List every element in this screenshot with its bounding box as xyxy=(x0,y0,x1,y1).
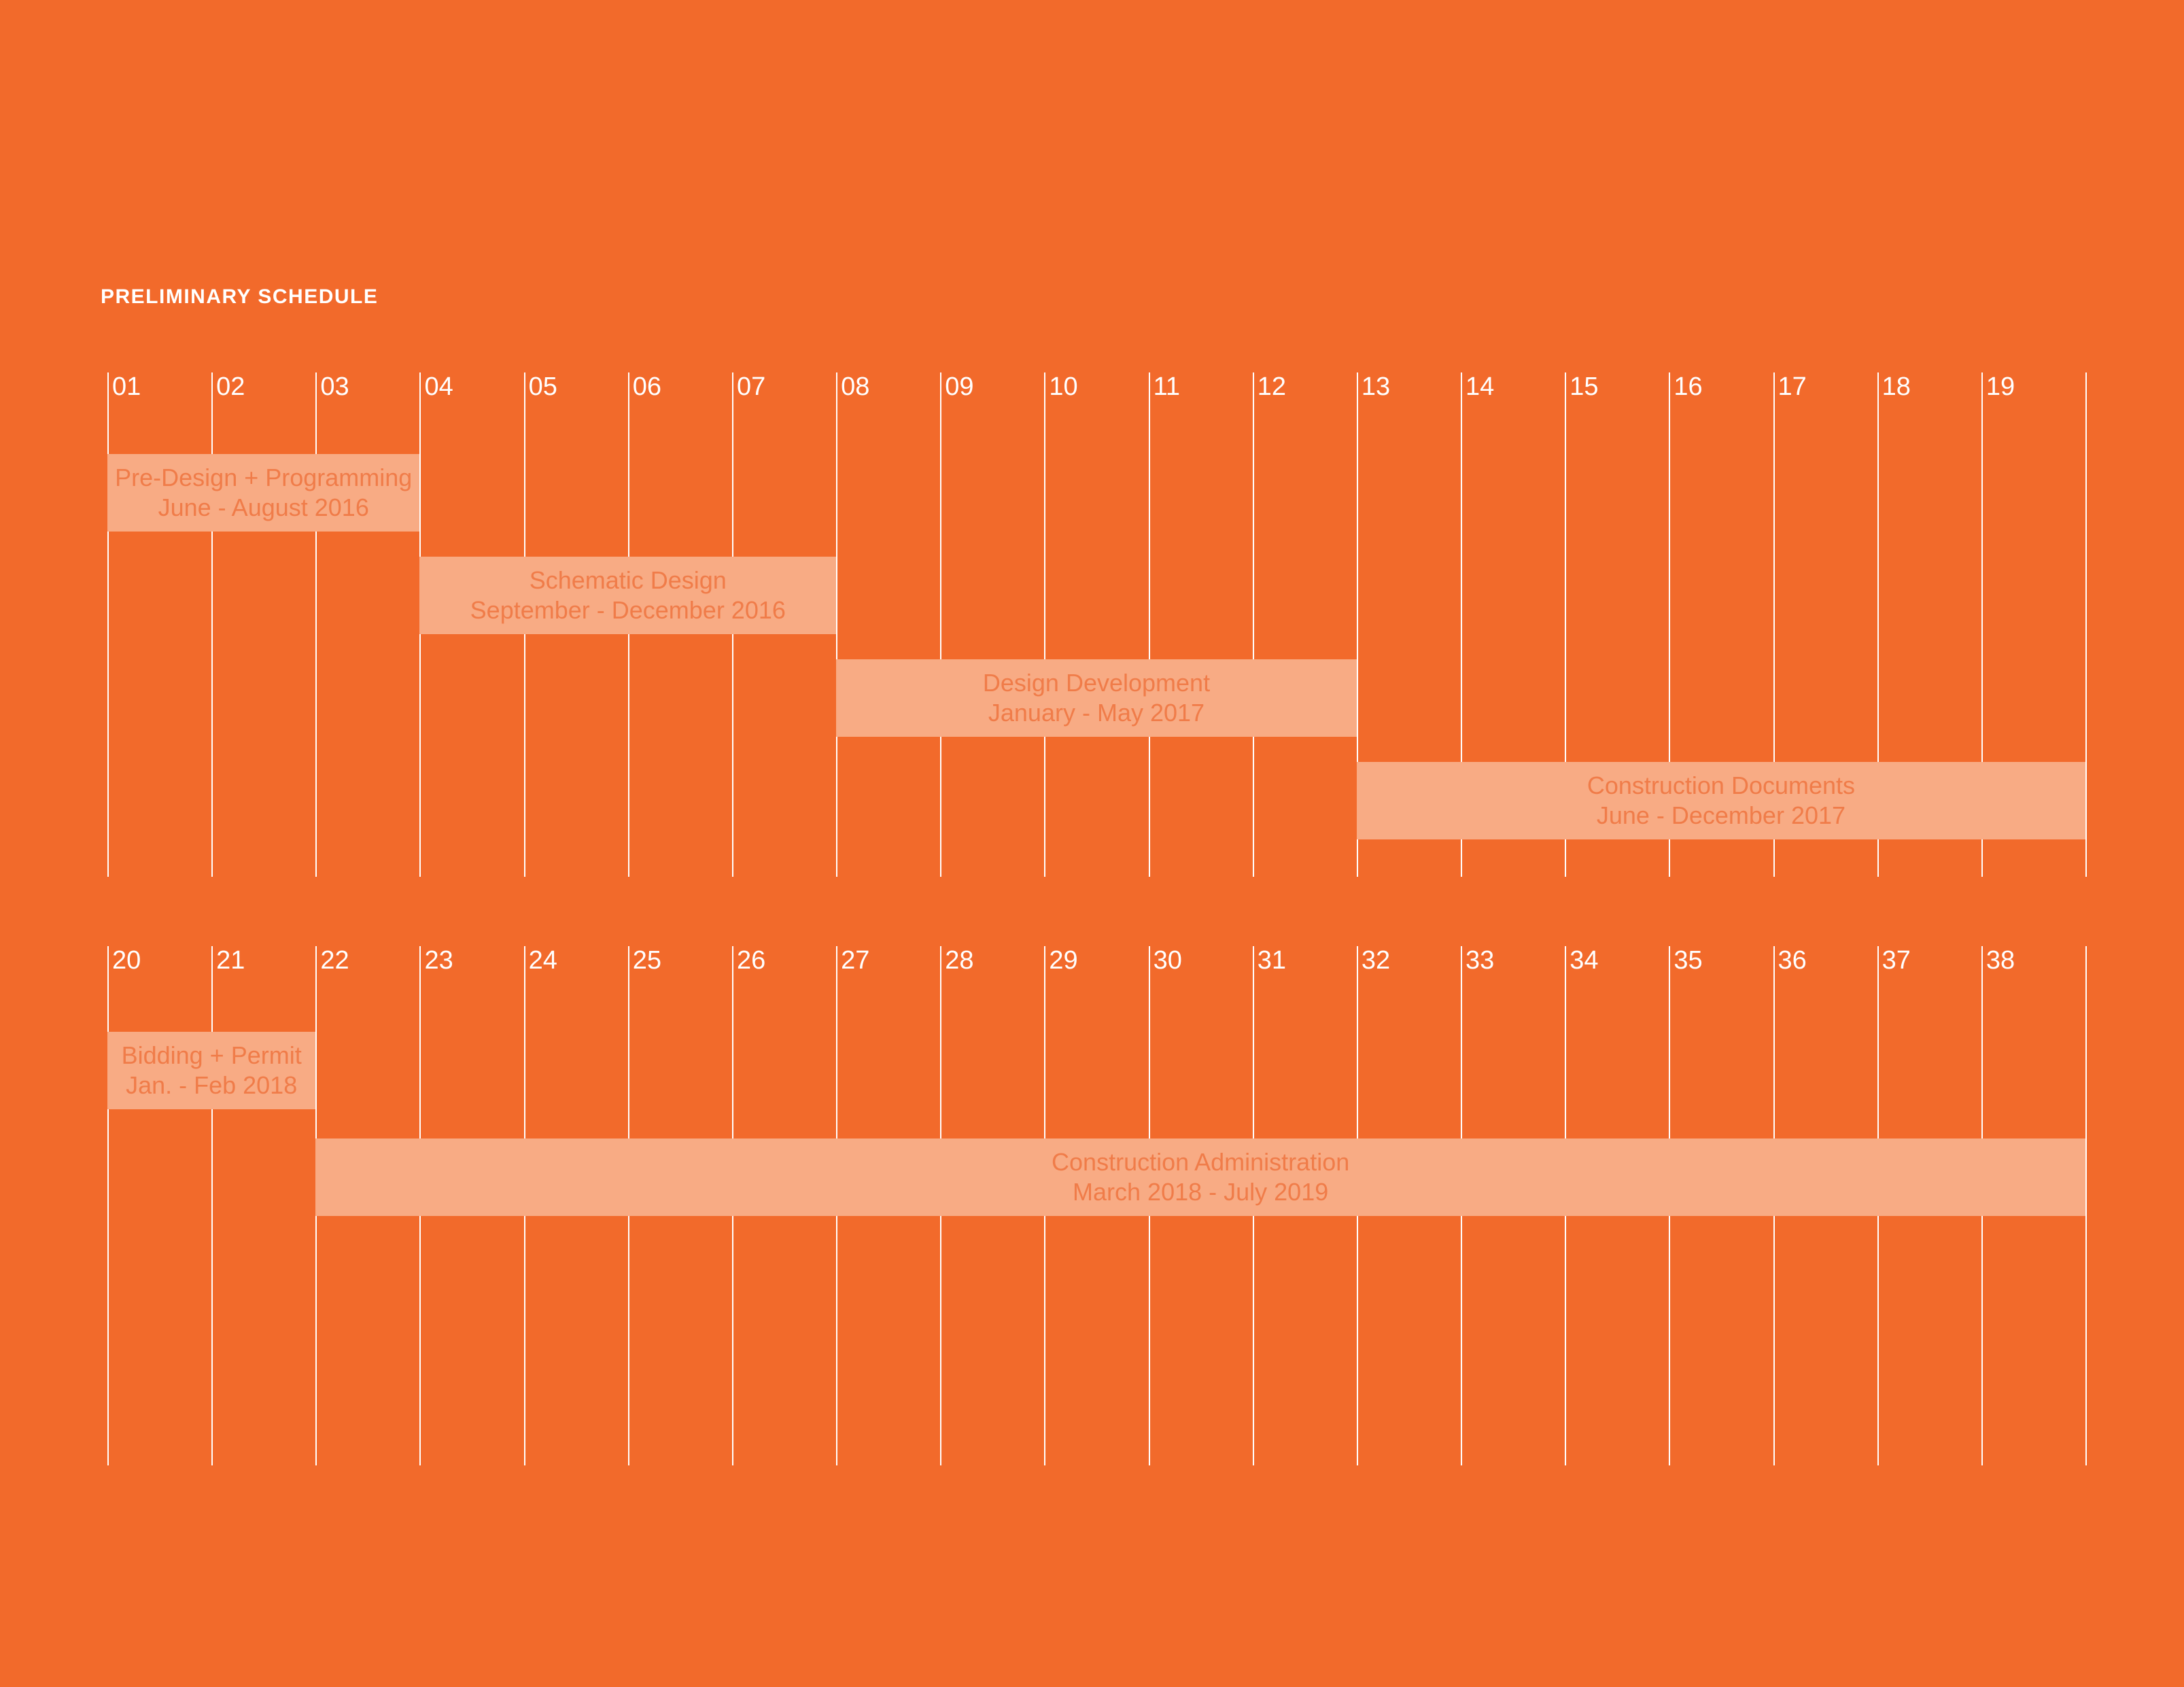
phase-dates: June - December 2017 xyxy=(1596,801,1846,829)
phase-name: Schematic Design xyxy=(529,566,727,595)
column-number: 15 xyxy=(1570,372,1599,401)
column-number: 28 xyxy=(945,946,974,975)
grid-line xyxy=(1044,372,1046,877)
column-number: 11 xyxy=(1153,372,1181,401)
grid-line xyxy=(2085,946,2087,1465)
phase-bar: Design Development January - May 2017 xyxy=(836,659,1357,737)
column-number: 08 xyxy=(841,372,870,401)
grid-line xyxy=(940,372,942,877)
column-number: 16 xyxy=(1674,372,1703,401)
column-number: 38 xyxy=(1986,946,2015,975)
phase-bar: Pre-Design + Programming June - August 20… xyxy=(107,454,420,532)
column-number: 23 xyxy=(424,946,453,975)
column-number: 22 xyxy=(320,946,349,975)
phase-dates: March 2018 - July 2019 xyxy=(1073,1178,1329,1206)
grid-line xyxy=(1148,372,1150,877)
column-number: 02 xyxy=(216,372,245,401)
grid-line xyxy=(1669,372,1671,877)
column-number: 12 xyxy=(1257,372,1287,401)
phase-dates: January - May 2017 xyxy=(988,699,1205,727)
column-number: 34 xyxy=(1570,946,1599,975)
phase-name: Construction Documents xyxy=(1587,771,1856,800)
phase-dates: June - August 2016 xyxy=(158,493,369,521)
column-number: 37 xyxy=(1882,946,1911,975)
grid-line xyxy=(1877,372,1879,877)
grid-line xyxy=(107,946,109,1465)
phase-bar: Construction Administration March 2018 - … xyxy=(315,1138,2085,1216)
column-number: 32 xyxy=(1361,946,1391,975)
column-number: 33 xyxy=(1466,946,1495,975)
grid-line xyxy=(1252,372,1254,877)
column-number: 24 xyxy=(528,946,557,975)
column-number: 21 xyxy=(216,946,245,975)
column-number: 17 xyxy=(1778,372,1807,401)
column-number: 19 xyxy=(1986,372,2015,401)
column-number: 25 xyxy=(632,946,662,975)
column-number: 27 xyxy=(841,946,870,975)
column-number: 36 xyxy=(1778,946,1807,975)
grid-line xyxy=(1981,372,1983,877)
column-number: 29 xyxy=(1049,946,1078,975)
phase-bar: Schematic Design September - December 201… xyxy=(419,557,837,634)
phase-name: Pre-Design + Programming xyxy=(115,464,413,492)
grid-line xyxy=(107,372,109,877)
phase-bar: Bidding + Permit Jan. - Feb 2018 xyxy=(107,1032,316,1109)
column-number: 30 xyxy=(1153,946,1182,975)
phase-name: Bidding + Permit xyxy=(121,1041,302,1070)
grid-line xyxy=(315,372,317,877)
column-number: 09 xyxy=(945,372,974,401)
column-number: 04 xyxy=(424,372,453,401)
column-number: 06 xyxy=(632,372,662,401)
column-number: 20 xyxy=(112,946,141,975)
column-number: 18 xyxy=(1882,372,1911,401)
phase-name: Design Development xyxy=(982,669,1211,697)
column-number: 10 xyxy=(1049,372,1078,401)
column-number: 03 xyxy=(320,372,349,401)
grid-line xyxy=(1565,372,1567,877)
phase-dates: September - December 2016 xyxy=(470,596,786,624)
column-number: 31 xyxy=(1257,946,1287,975)
grid-line xyxy=(2085,372,2087,877)
grid-line xyxy=(211,372,213,877)
column-number: 07 xyxy=(736,372,766,401)
column-number: 35 xyxy=(1674,946,1703,975)
column-number: 05 xyxy=(528,372,557,401)
grid-line xyxy=(836,372,838,877)
phase-name: Construction Administration xyxy=(1052,1148,1350,1177)
phase-dates: Jan. - Feb 2018 xyxy=(126,1071,298,1099)
column-number: 13 xyxy=(1361,372,1391,401)
page-title: PRELIMINARY SCHEDULE xyxy=(101,285,379,308)
column-number: 01 xyxy=(112,372,141,401)
phase-bar: Construction Documents June - December 20… xyxy=(1356,762,2085,839)
grid-line xyxy=(1461,372,1463,877)
column-number: 14 xyxy=(1466,372,1495,401)
column-number: 26 xyxy=(736,946,766,975)
grid-line xyxy=(1773,372,1775,877)
grid-line xyxy=(211,946,213,1465)
grid-line xyxy=(1356,372,1358,877)
